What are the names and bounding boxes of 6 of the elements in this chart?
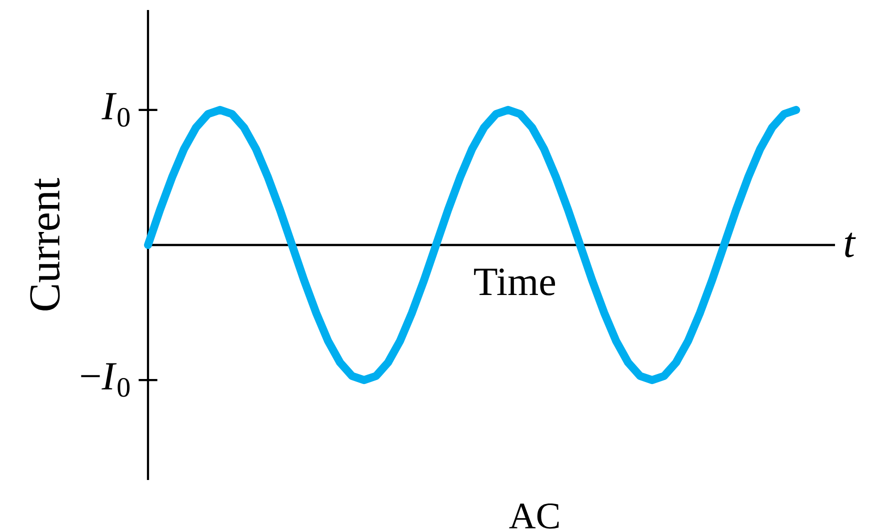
y-axis-title: Current — [30, 178, 60, 310]
text: −I$_{0}$ — [81, 363, 130, 397]
text: I$_{0}$ — [102, 93, 130, 127]
x-axis-title: Time — [474, 268, 556, 296]
text: t — [845, 232, 856, 258]
text: AC — [509, 504, 559, 529]
